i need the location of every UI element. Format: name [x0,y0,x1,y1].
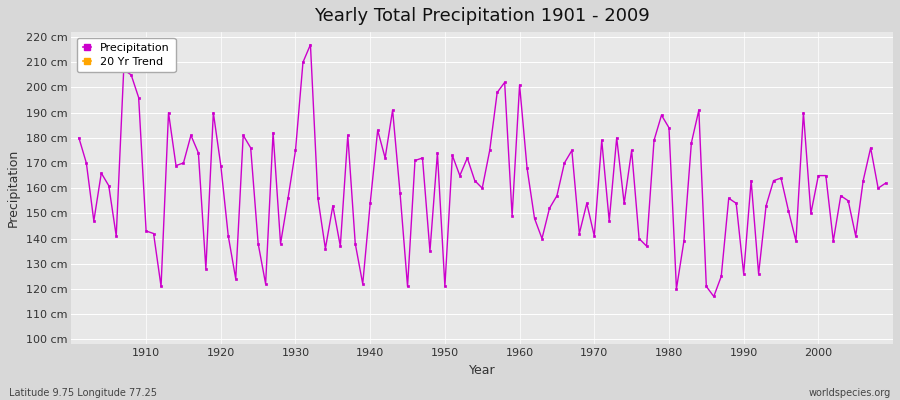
Text: Latitude 9.75 Longitude 77.25: Latitude 9.75 Longitude 77.25 [9,388,157,398]
Y-axis label: Precipitation: Precipitation [7,149,20,227]
Legend: Precipitation, 20 Yr Trend: Precipitation, 20 Yr Trend [77,38,176,72]
Text: worldspecies.org: worldspecies.org [809,388,891,398]
Title: Yearly Total Precipitation 1901 - 2009: Yearly Total Precipitation 1901 - 2009 [314,7,650,25]
X-axis label: Year: Year [469,364,496,377]
